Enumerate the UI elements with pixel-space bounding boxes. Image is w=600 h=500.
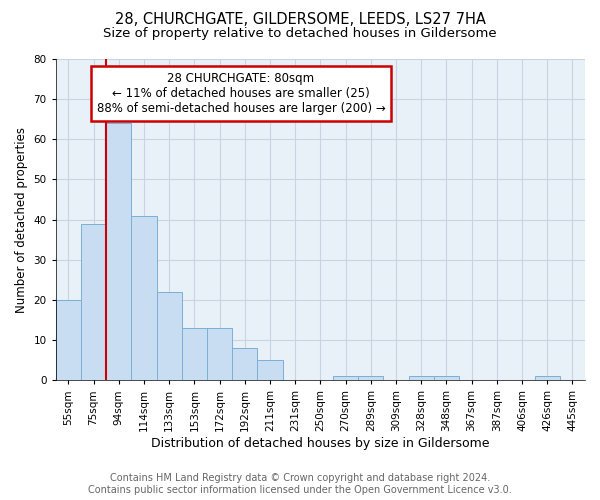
X-axis label: Distribution of detached houses by size in Gildersome: Distribution of detached houses by size … [151, 437, 490, 450]
Bar [434, 376, 459, 380]
Bar [257, 360, 283, 380]
Bar [157, 292, 182, 380]
Bar [207, 328, 232, 380]
Text: 28 CHURCHGATE: 80sqm
← 11% of detached houses are smaller (25)
88% of semi-detac: 28 CHURCHGATE: 80sqm ← 11% of detached h… [97, 72, 385, 115]
Bar [182, 328, 207, 380]
Bar [81, 224, 106, 380]
Text: 28, CHURCHGATE, GILDERSOME, LEEDS, LS27 7HA: 28, CHURCHGATE, GILDERSOME, LEEDS, LS27 … [115, 12, 485, 28]
Bar [232, 348, 257, 380]
Bar [535, 376, 560, 380]
Text: Size of property relative to detached houses in Gildersome: Size of property relative to detached ho… [103, 28, 497, 40]
Text: Contains HM Land Registry data © Crown copyright and database right 2024.
Contai: Contains HM Land Registry data © Crown c… [88, 474, 512, 495]
Bar [56, 300, 81, 380]
Bar [409, 376, 434, 380]
Bar [131, 216, 157, 380]
Y-axis label: Number of detached properties: Number of detached properties [15, 126, 28, 312]
Bar [358, 376, 383, 380]
Bar [333, 376, 358, 380]
Bar [106, 124, 131, 380]
